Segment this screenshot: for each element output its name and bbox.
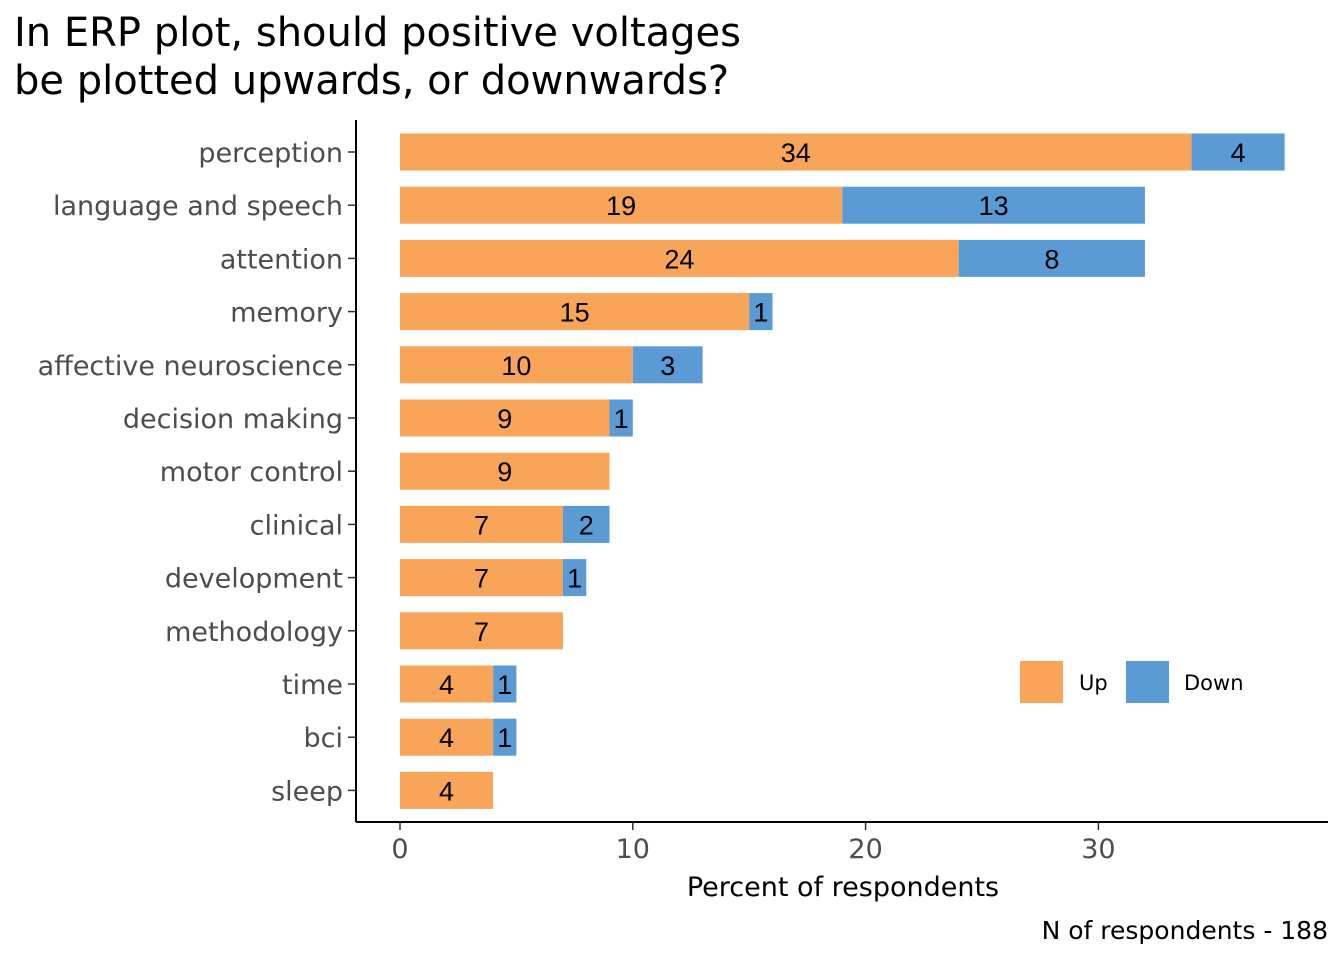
chart-title-line-1: In ERP plot, should positive voltages xyxy=(14,10,741,56)
bar-value-label: 4 xyxy=(439,723,454,753)
category-label: memory xyxy=(230,298,343,329)
bar-value-label: 9 xyxy=(497,404,512,434)
bar-down xyxy=(493,718,517,756)
bar-value-label: 15 xyxy=(560,298,590,328)
bar-down xyxy=(609,399,633,437)
x-tick-label: 30 xyxy=(1081,834,1115,865)
legend-key-up xyxy=(1020,661,1063,703)
bar-down xyxy=(842,186,1145,224)
bar-value-label: 9 xyxy=(497,457,512,487)
bar-up xyxy=(400,186,843,224)
bar-up xyxy=(400,452,610,490)
bar-up xyxy=(400,346,633,384)
legend-key-down xyxy=(1126,661,1169,703)
legend: Up Down xyxy=(1020,661,1244,703)
x-tick-label: 20 xyxy=(848,834,882,865)
bar-value-label: 13 xyxy=(979,191,1009,221)
x-tick-label: 0 xyxy=(391,834,408,865)
chart-title-line-2: be plotted upwards, or downwards? xyxy=(14,58,729,104)
bar-down xyxy=(493,665,517,703)
x-axis-label: Percent of respondents xyxy=(687,872,999,903)
bar-down xyxy=(632,346,703,384)
bar-up xyxy=(400,133,1192,171)
bar-value-label: 4 xyxy=(439,776,454,806)
bar-up xyxy=(400,718,494,756)
x-tick-label: 10 xyxy=(616,834,650,865)
legend-label-down: Down xyxy=(1184,671,1244,695)
bar-value-label: 7 xyxy=(474,564,489,594)
bar-value-label: 8 xyxy=(1044,244,1059,274)
x-axis: 0 10 20 30 xyxy=(356,821,1328,865)
bar-value-label: 3 xyxy=(660,351,675,381)
bar-value-label: 19 xyxy=(606,191,636,221)
bar-down xyxy=(1191,133,1285,171)
category-label: motor control xyxy=(160,457,343,488)
category-label: perception xyxy=(198,138,343,169)
bar-value-label: 1 xyxy=(567,564,582,594)
bar-value-label: 10 xyxy=(501,351,531,381)
bar-value-label: 1 xyxy=(497,670,512,700)
bar-value-label: 4 xyxy=(439,670,454,700)
legend-label-up: Up xyxy=(1079,671,1108,695)
category-label: language and speech xyxy=(53,191,343,222)
category-label: sleep xyxy=(271,776,343,807)
bar-up xyxy=(400,559,563,597)
bar-value-label: 24 xyxy=(664,244,694,274)
bar-up xyxy=(400,771,494,809)
bar-up xyxy=(400,505,563,543)
y-axis: perception language and speech attention me… xyxy=(38,120,357,822)
category-label: time xyxy=(282,670,343,701)
bar-down xyxy=(958,239,1145,277)
bar-down xyxy=(562,505,610,543)
bar-up xyxy=(400,293,750,331)
category-label: affective neuroscience xyxy=(38,351,343,382)
bar-value-label: 34 xyxy=(781,138,811,168)
category-label: bci xyxy=(304,723,344,754)
bar-up xyxy=(400,665,494,703)
chart-caption: N of respondents - 188 xyxy=(1042,916,1328,945)
bar-value-label: 1 xyxy=(497,723,512,753)
bar-value-label: 1 xyxy=(614,404,629,434)
bar-up xyxy=(400,399,610,437)
bar-down xyxy=(562,559,587,597)
bar-value-label: 7 xyxy=(474,617,489,647)
category-label: attention xyxy=(220,244,343,275)
category-label: clinical xyxy=(250,510,343,541)
bar-down xyxy=(749,293,773,331)
bar-value-label: 4 xyxy=(1231,138,1246,168)
bar-value-label: 1 xyxy=(753,298,768,328)
bar-up xyxy=(400,239,959,277)
category-label: development xyxy=(165,564,343,595)
bar-value-label: 2 xyxy=(579,510,594,540)
category-label: decision making xyxy=(123,404,343,435)
category-label: methodology xyxy=(165,617,343,648)
bar-value-label: 7 xyxy=(474,510,489,540)
bar-up xyxy=(400,612,563,650)
